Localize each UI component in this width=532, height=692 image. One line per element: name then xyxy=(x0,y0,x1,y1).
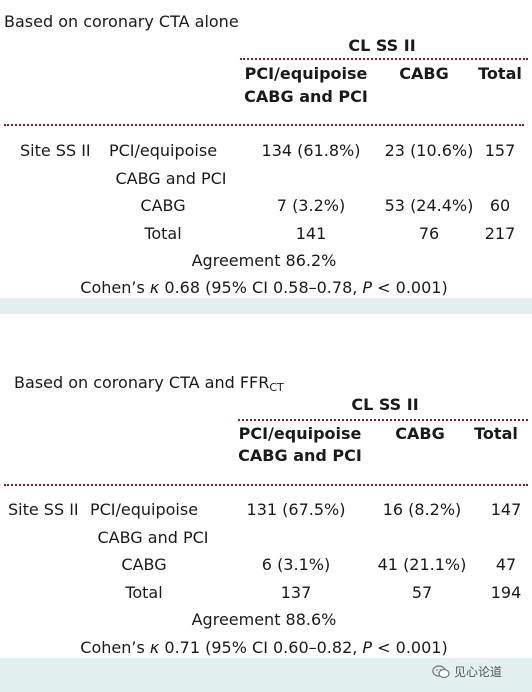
table-1-cell: 53 (24.4%) xyxy=(384,196,474,215)
table-2-cell: 16 (8.2%) xyxy=(382,500,462,519)
table-1-cell: 76 xyxy=(418,224,440,243)
table-1-col-header-pci: PCI/equipoise xyxy=(244,64,368,83)
table-2-cell: 131 (67.5%) xyxy=(246,500,346,519)
table-2-heading: Based on coronary CTA and FFRCT xyxy=(14,373,284,394)
table-1-row-label-line2: CABG and PCI xyxy=(115,169,227,188)
table-2-kappa: Cohen’s κ 0.71 (95% CI 0.60–0.82, P < 0.… xyxy=(80,638,448,657)
table-2-cell: 137 xyxy=(280,583,312,602)
table-2-row-group-label: Site SS II xyxy=(8,500,79,519)
table-1-cell: 134 (61.8%) xyxy=(261,141,361,160)
watermark: 见心论道 xyxy=(432,663,502,680)
table-1-cell: 217 xyxy=(484,224,516,243)
watermark-text: 见心论道 xyxy=(454,665,503,679)
table-1-col-header-total: Total xyxy=(478,64,522,83)
table-2-agreement: Agreement 88.6% xyxy=(191,610,337,629)
table-1-cell: 60 xyxy=(489,196,511,215)
table-1-cell: 23 (10.6%) xyxy=(384,141,474,160)
table-2-col-header-pci: PCI/equipoise xyxy=(238,424,362,443)
wechat-icon xyxy=(432,664,450,678)
table-2-cell: 194 xyxy=(490,583,522,602)
table-2-col-header-total: Total xyxy=(474,424,518,443)
table-1-col-header-cabg: CABG xyxy=(399,64,449,83)
table-2-cell: 6 (3.1%) xyxy=(261,555,331,574)
table-1-row-group-label: Site SS II xyxy=(20,141,91,160)
table-1-header-rule xyxy=(4,124,524,126)
table-2-col-header-cabg: CABG xyxy=(395,424,445,443)
table-1-row-label: CABG xyxy=(140,196,186,215)
table-2-group-header: CL SS II xyxy=(351,395,419,414)
table-1-col-header-pci-line2: CABG and PCI xyxy=(244,87,368,106)
table-1-cell: 157 xyxy=(484,141,516,160)
table-1-row-label: PCI/equipoise xyxy=(108,141,218,160)
table-1-row-label: Total xyxy=(144,224,182,243)
table-2-row-label: PCI/equipoise xyxy=(89,500,199,519)
table-1-cell: 7 (3.2%) xyxy=(276,196,346,215)
table-2-row-label-line2: CABG and PCI xyxy=(97,528,209,547)
table-2-header-rule xyxy=(4,484,528,486)
table-1-group-rule xyxy=(240,58,528,60)
table-2-row-label: CABG xyxy=(121,555,167,574)
table-1-agreement: Agreement 86.2% xyxy=(191,251,337,270)
section-separator-band xyxy=(0,298,532,314)
table-1-group-header: CL SS II xyxy=(348,36,416,55)
table-2-cell: 41 (21.1%) xyxy=(377,555,467,574)
table-2-cell: 147 xyxy=(490,500,522,519)
table-2-col-header-pci-line2: CABG and PCI xyxy=(238,446,362,465)
table-2-row-label: Total xyxy=(125,583,163,602)
table-1-heading: Based on coronary CTA alone xyxy=(4,12,239,31)
table-2-cell: 47 xyxy=(495,555,517,574)
table-1-cell: 141 xyxy=(295,224,327,243)
table-2-cell: 57 xyxy=(411,583,433,602)
table-2-group-rule xyxy=(238,419,528,421)
table-1-kappa: Cohen’s κ 0.68 (95% CI 0.58–0.78, P < 0.… xyxy=(80,278,448,297)
